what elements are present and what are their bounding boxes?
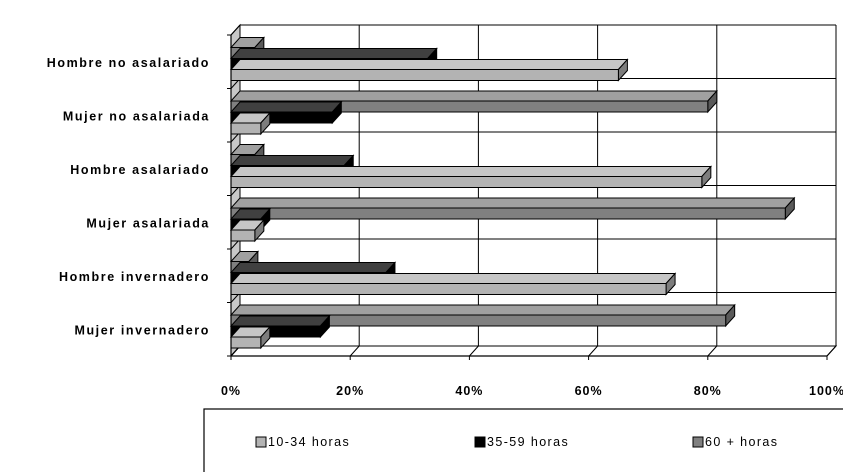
bar-top-face — [229, 304, 736, 316]
chart-bars — [229, 36, 796, 350]
x-tick-label: 100% — [809, 384, 843, 398]
bar-front-face — [230, 176, 703, 188]
legend-swatch — [474, 436, 486, 448]
legend-label: 10-34 horas — [268, 435, 350, 449]
bar-group — [229, 143, 712, 189]
bar-front-face — [230, 69, 619, 81]
x-tick-label: 0% — [221, 384, 241, 398]
bar-top-face — [229, 101, 343, 113]
floor — [229, 345, 838, 357]
floor-gridline — [707, 345, 718, 357]
bar — [229, 111, 271, 136]
bar — [229, 272, 677, 296]
bar-top-face — [229, 273, 677, 284]
bar-top-face — [229, 59, 629, 70]
chart-axes — [227, 34, 828, 360]
bar-group — [229, 89, 718, 136]
legend-item: 10-34 horas — [255, 435, 350, 449]
bar — [229, 314, 331, 339]
bar-top-face — [229, 197, 796, 209]
bar — [229, 89, 718, 114]
category-label: Mujer asalariada — [86, 216, 210, 230]
bar-front-face — [230, 283, 667, 295]
legend-box — [203, 408, 843, 472]
bar-top-face — [229, 48, 438, 59]
floor-gridline — [826, 345, 837, 357]
category-labels: Hombre no asalariado Mujer no asalariada H… — [47, 56, 210, 338]
bar-front-face — [230, 336, 262, 349]
bar-front-face — [230, 229, 256, 242]
legend-label: 35-59 horas — [487, 435, 569, 449]
x-tick-label: 40% — [455, 384, 483, 398]
category-label: Hombre no asalariado — [47, 56, 210, 70]
x-tick-labels: 0% 20% 40% 60% 80% 100% — [221, 384, 843, 398]
bar-top-face — [229, 90, 718, 102]
bar-front-face — [230, 122, 262, 135]
side-gridline — [230, 24, 241, 36]
floor-gridline — [349, 345, 360, 357]
x-tick-label: 20% — [336, 384, 364, 398]
chart-legend: 10-34 horas 35-59 horas 60 + horas — [203, 408, 843, 472]
category-label: Hombre asalariado — [70, 163, 210, 177]
legend-swatch — [255, 436, 267, 448]
bar-group — [229, 303, 736, 350]
bar — [229, 325, 271, 350]
bar-top-face — [229, 262, 397, 273]
bar-top-face — [229, 315, 331, 327]
bar-group — [229, 250, 677, 296]
category-label: Mujer no asalariada — [63, 109, 210, 123]
bar-group — [229, 196, 796, 243]
bar — [229, 58, 629, 82]
category-label: Hombre invernadero — [59, 270, 210, 284]
bar — [229, 218, 265, 243]
legend-label: 60 + horas — [705, 435, 778, 449]
x-tick-label: 60% — [575, 384, 603, 398]
bar-top-face — [229, 155, 355, 166]
category-label: Mujer invernadero — [74, 323, 210, 337]
floor-gridline — [588, 345, 598, 357]
x-tick-label: 80% — [694, 384, 722, 398]
bar — [229, 165, 712, 189]
legend-item: 60 + horas — [692, 435, 778, 449]
bar-group — [229, 36, 629, 82]
floor-gridline — [469, 345, 479, 357]
bar-front-face — [230, 207, 786, 220]
legend-swatch — [692, 436, 704, 448]
bar — [229, 196, 796, 221]
bar-top-face — [229, 166, 712, 177]
legend-item: 35-59 horas — [474, 435, 569, 449]
